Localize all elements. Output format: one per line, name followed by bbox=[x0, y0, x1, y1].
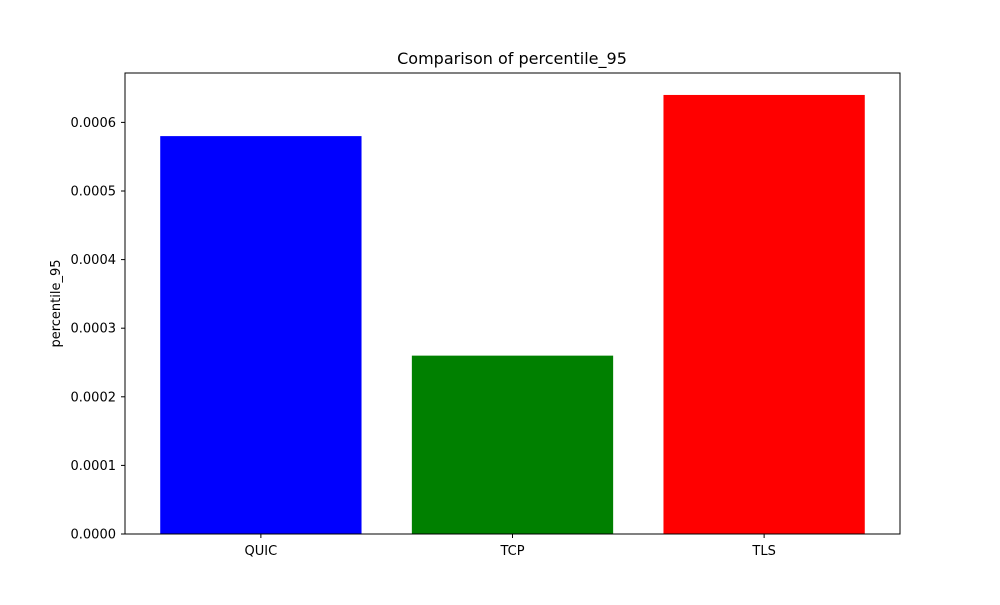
y-tick-label: 0.0005 bbox=[71, 184, 117, 199]
chart-title: Comparison of percentile_95 bbox=[397, 49, 627, 69]
y-tick-label: 0.0001 bbox=[71, 459, 117, 474]
x-tick-label: TLS bbox=[751, 544, 775, 559]
y-tick-label: 0.0000 bbox=[71, 528, 117, 543]
bar-tls bbox=[663, 94, 865, 534]
bar-quic bbox=[160, 136, 362, 534]
y-tick-label: 0.0002 bbox=[71, 390, 117, 405]
plot-frame bbox=[124, 72, 901, 535]
bar-tcp bbox=[411, 355, 614, 534]
x-tick-label: TCP bbox=[499, 544, 524, 559]
bars-group bbox=[160, 94, 865, 534]
x-axis: QUIC TCP TLS bbox=[245, 534, 776, 559]
y-tick-label: 0.0003 bbox=[71, 322, 117, 337]
y-tick-label: 0.0006 bbox=[71, 116, 117, 131]
y-tick-label: 0.0004 bbox=[71, 253, 117, 268]
y-axis: 0.0000 0.0001 0.0002 0.0003 0.0004 0.0005 0.00… bbox=[71, 116, 125, 543]
y-axis-label: percentile_95 bbox=[49, 259, 64, 347]
x-tick-label: QUIC bbox=[245, 544, 278, 559]
